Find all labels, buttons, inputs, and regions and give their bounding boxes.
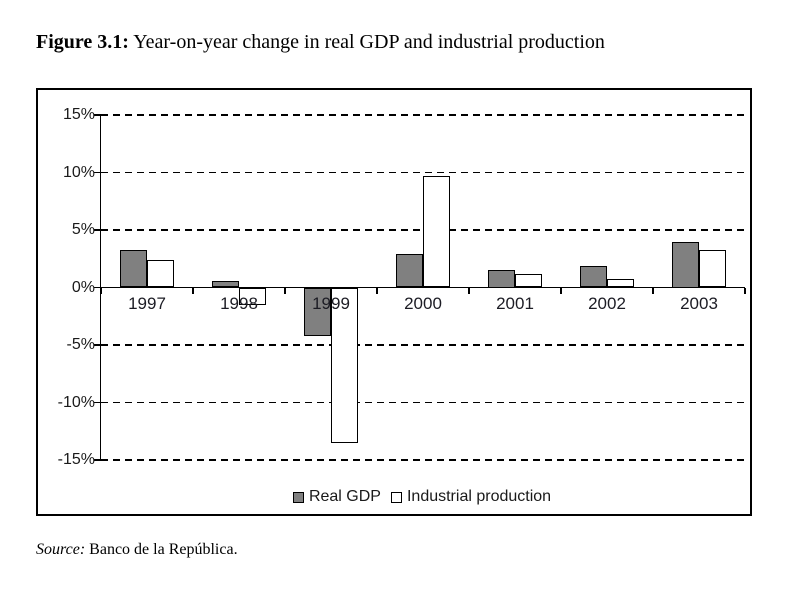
- x-axis-tick: [652, 287, 654, 294]
- legend-item-real-gdp: Real GDP: [292, 488, 381, 506]
- x-axis-line: [101, 286, 745, 289]
- y-axis-tick: [94, 344, 101, 346]
- source-note: Source: Banco de la República.: [36, 541, 736, 559]
- y-axis-tick: [94, 401, 101, 404]
- source-text: Banco de la República.: [85, 541, 238, 558]
- y-axis-tick: [94, 229, 101, 231]
- bar-industrial-production-2001: [515, 273, 542, 288]
- y-axis-label: 0%: [71, 278, 95, 296]
- x-axis-label-2003: 2003: [680, 293, 718, 313]
- bar-real-gdp-1998: [212, 280, 239, 288]
- legend-item-industrial-production: Industrial production: [390, 488, 552, 506]
- y-axis-tick: [94, 171, 101, 174]
- gridline--15%: [101, 459, 745, 461]
- gridline--10%: [101, 401, 745, 404]
- legend-label: Industrial production: [406, 488, 552, 505]
- y-axis-label: -10%: [57, 393, 95, 411]
- bar-real-gdp-2002: [580, 265, 607, 288]
- gridline-15%: [101, 114, 745, 116]
- chart-legend: Real GDP Industrial production: [100, 488, 744, 506]
- legend-swatch-icon: [390, 491, 402, 503]
- x-axis-tick: [468, 287, 470, 294]
- bar-industrial-production-2002: [607, 279, 634, 288]
- bar-industrial-production-1998: [239, 287, 266, 305]
- bar-real-gdp-2003: [672, 241, 699, 288]
- bar-industrial-production-1997: [147, 259, 174, 288]
- y-axis-label: 5%: [71, 221, 95, 238]
- chart-frame: 15% 10% 5% 0% -5% -10% -15% 1997 1998 1999 2000 200…: [36, 88, 752, 516]
- x-axis-label-2000: 2000: [404, 293, 442, 313]
- y-axis-label: -15%: [57, 451, 95, 468]
- x-axis-tick: [744, 287, 746, 294]
- figure-number-label: Figure 3.1:: [36, 31, 129, 53]
- legend-label: Real GDP: [308, 488, 381, 505]
- x-axis-label-2001: 2001: [496, 293, 534, 313]
- x-axis-label-1997: 1997: [128, 293, 166, 313]
- y-axis-tick: [94, 459, 101, 461]
- plot-area: 15% 10% 5% 0% -5% -10% -15% 1997 1998 1999 2000 200…: [58, 106, 746, 468]
- legend-swatch-icon: [292, 491, 304, 503]
- figure-title: Figure 3.1: Year-on-year change in real …: [36, 30, 776, 54]
- bar-real-gdp-2000: [396, 254, 423, 288]
- y-axis-tick: [94, 114, 101, 116]
- gridline--5%: [101, 344, 745, 346]
- bar-real-gdp-2001: [488, 270, 515, 288]
- x-axis-tick: [100, 287, 102, 294]
- x-axis-tick: [192, 287, 194, 294]
- x-axis-tick: [376, 287, 378, 294]
- bar-industrial-production-2003: [699, 249, 726, 288]
- x-axis-label-2002: 2002: [588, 293, 626, 313]
- bar-real-gdp-1999: [304, 287, 331, 336]
- gridline-10%: [101, 171, 745, 174]
- y-axis-label: 10%: [62, 163, 95, 181]
- x-axis-label-1998: 1998: [220, 293, 258, 313]
- figure-caption-text: Year-on-year change in real GDP and indu…: [128, 31, 605, 53]
- y-axis-label: -5%: [66, 336, 95, 353]
- x-axis-tick: [284, 287, 286, 294]
- x-axis-tick: [560, 287, 562, 294]
- y-axis-label: 15%: [62, 106, 95, 123]
- bar-industrial-production-2000: [423, 175, 450, 288]
- y-axis-tick: [94, 286, 101, 289]
- bar-industrial-production-1999: [331, 287, 358, 443]
- x-axis-label-1999: 1999: [312, 293, 350, 313]
- bar-real-gdp-1997: [120, 249, 147, 288]
- source-label: Source:: [36, 541, 86, 558]
